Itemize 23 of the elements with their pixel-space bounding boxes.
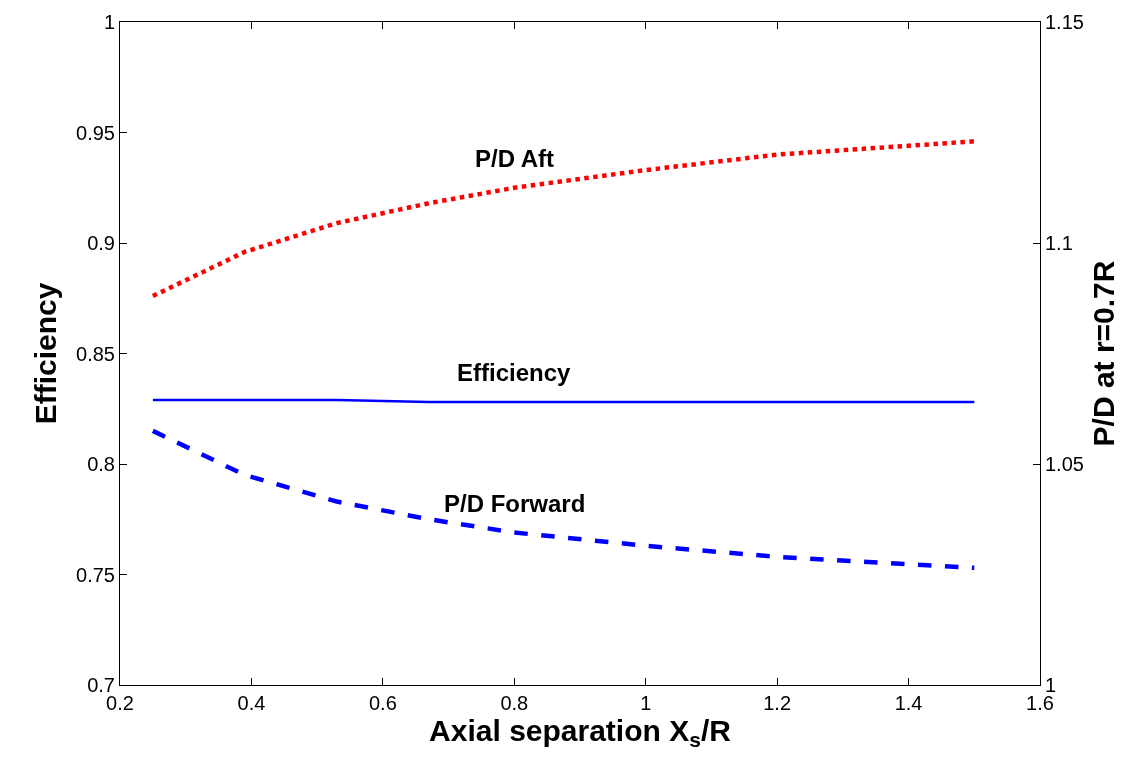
x-axis-title: Axial separation X$_{s}$/R [429,714,732,752]
y-tick-label: 0.85 [76,342,115,365]
x-tick-label: 1.4 [894,692,923,714]
y-tick-label: 0.95 [76,121,115,144]
y2-tick-label: 1.05 [1045,453,1084,475]
series-label: P/D Aft [475,145,555,172]
line-series [150,139,977,299]
y-tick-label: 0.75 [76,563,115,586]
y-axis-title: Efficiency [29,282,63,425]
y2-axis-title: P/D at r=0.7R [1087,260,1121,447]
x-tick-label: 1 [640,692,652,714]
series-label: Efficiency [457,359,572,386]
y2-tick-label: 1.15 [1045,11,1084,33]
x-tick-label: 0.6 [368,692,397,714]
y-tick-label: 0.8 [87,453,115,475]
x-tick-label: 0.8 [500,692,529,714]
series-label: P/D Forward [444,490,586,517]
y-tick-label: 1 [103,11,115,33]
x-tick-label: 0.4 [237,692,266,714]
x-tick-label: 1.2 [763,692,792,714]
y-tick-label: 0.9 [87,232,115,254]
y2-tick-label: 1.1 [1045,232,1073,254]
line-series [150,428,977,571]
